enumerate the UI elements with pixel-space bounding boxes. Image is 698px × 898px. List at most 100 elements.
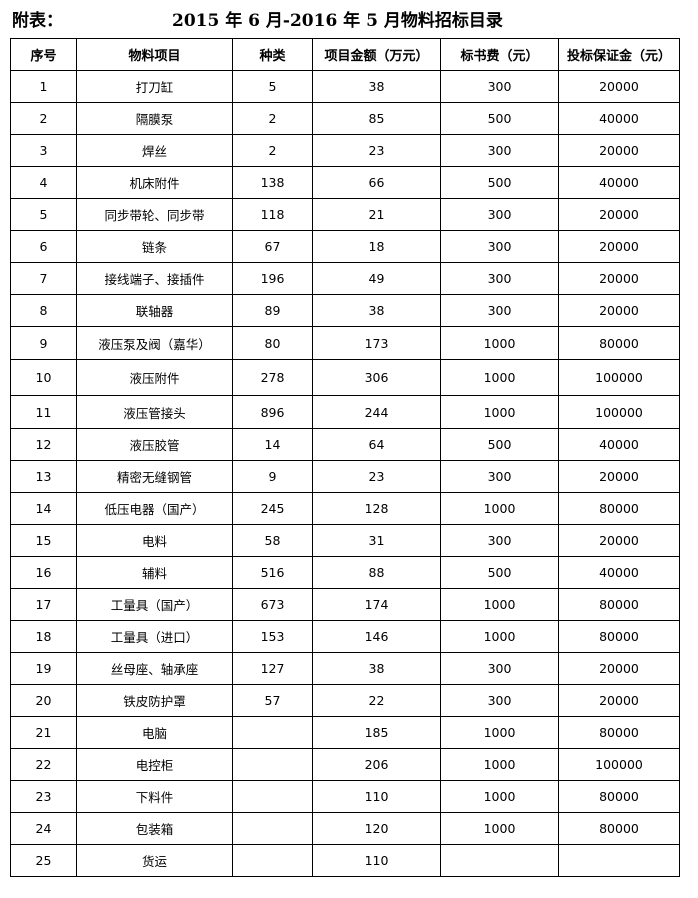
header-col-types: 种类 bbox=[232, 38, 313, 71]
cell-doc-fee: 1000 bbox=[440, 492, 559, 525]
cell-types: 89 bbox=[232, 294, 313, 327]
cell-item: 接线端子、接插件 bbox=[76, 262, 233, 295]
cell-item: 液压泵及阀（嘉华） bbox=[76, 326, 233, 360]
cell-item: 打刀缸 bbox=[76, 70, 233, 103]
cell-amount: 173 bbox=[312, 326, 441, 360]
cell-item: 丝母座、轴承座 bbox=[76, 652, 233, 685]
cell-amount: 23 bbox=[312, 134, 441, 167]
cell-doc-fee: 500 bbox=[440, 556, 559, 589]
table-row: 4 机床附件 138 66 500 40000 bbox=[10, 166, 680, 199]
cell-deposit: 20000 bbox=[558, 460, 680, 493]
table-row: 8 联轴器 89 38 300 20000 bbox=[10, 294, 680, 327]
cell-item: 隔膜泵 bbox=[76, 102, 233, 135]
table-row: 15 电料 58 31 300 20000 bbox=[10, 524, 680, 557]
cell-deposit: 100000 bbox=[558, 748, 680, 781]
cell-doc-fee bbox=[440, 844, 559, 877]
cell-index: 11 bbox=[10, 395, 77, 429]
cell-index: 18 bbox=[10, 620, 77, 653]
cell-amount: 64 bbox=[312, 428, 441, 461]
cell-amount: 22 bbox=[312, 684, 441, 717]
cell-amount: 49 bbox=[312, 262, 441, 295]
cell-index: 12 bbox=[10, 428, 77, 461]
table-row: 12 液压胶管 14 64 500 40000 bbox=[10, 428, 680, 461]
cell-index: 16 bbox=[10, 556, 77, 589]
cell-doc-fee: 300 bbox=[440, 134, 559, 167]
table-row: 16 辅料 516 88 500 40000 bbox=[10, 556, 680, 589]
cell-item: 同步带轮、同步带 bbox=[76, 198, 233, 231]
table-header-row: 序号 物料项目 种类 项目金额（万元） 标书费（元） 投标保证金（元） bbox=[10, 38, 680, 71]
cell-deposit: 40000 bbox=[558, 556, 680, 589]
cell-doc-fee: 300 bbox=[440, 652, 559, 685]
header-col-item: 物料项目 bbox=[76, 38, 233, 71]
table-row: 20 铁皮防护罩 57 22 300 20000 bbox=[10, 684, 680, 717]
cell-doc-fee: 1000 bbox=[440, 588, 559, 621]
cell-types: 9 bbox=[232, 460, 313, 493]
cell-amount: 120 bbox=[312, 812, 441, 845]
cell-amount: 110 bbox=[312, 844, 441, 877]
cell-deposit: 40000 bbox=[558, 166, 680, 199]
cell-amount: 185 bbox=[312, 716, 441, 749]
cell-item: 下料件 bbox=[76, 780, 233, 813]
cell-deposit: 40000 bbox=[558, 428, 680, 461]
cell-types: 57 bbox=[232, 684, 313, 717]
header-col-amount: 项目金额（万元） bbox=[312, 38, 441, 71]
cell-deposit: 20000 bbox=[558, 70, 680, 103]
cell-index: 3 bbox=[10, 134, 77, 167]
table-row: 18 工量具（进口） 153 146 1000 80000 bbox=[10, 620, 680, 653]
cell-deposit: 20000 bbox=[558, 198, 680, 231]
cell-types: 245 bbox=[232, 492, 313, 525]
cell-deposit: 80000 bbox=[558, 588, 680, 621]
cell-doc-fee: 300 bbox=[440, 684, 559, 717]
cell-deposit: 80000 bbox=[558, 492, 680, 525]
header-col-deposit: 投标保证金（元） bbox=[558, 38, 680, 71]
cell-index: 13 bbox=[10, 460, 77, 493]
heading-prefix: 附表： bbox=[12, 11, 63, 31]
cell-types bbox=[232, 716, 313, 749]
cell-index: 5 bbox=[10, 198, 77, 231]
cell-doc-fee: 300 bbox=[440, 524, 559, 557]
cell-deposit: 80000 bbox=[558, 326, 680, 360]
cell-item: 低压电器（国产） bbox=[76, 492, 233, 525]
cell-deposit: 80000 bbox=[558, 716, 680, 749]
cell-item: 联轴器 bbox=[76, 294, 233, 327]
table-row: 21 电脑 185 1000 80000 bbox=[10, 716, 680, 749]
cell-item: 精密无缝钢管 bbox=[76, 460, 233, 493]
table-row: 23 下料件 110 1000 80000 bbox=[10, 780, 680, 813]
cell-amount: 88 bbox=[312, 556, 441, 589]
cell-types bbox=[232, 844, 313, 877]
table-row: 5 同步带轮、同步带 118 21 300 20000 bbox=[10, 198, 680, 231]
cell-types: 118 bbox=[232, 198, 313, 231]
cell-doc-fee: 300 bbox=[440, 294, 559, 327]
table-row: 6 链条 67 18 300 20000 bbox=[10, 230, 680, 263]
cell-index: 14 bbox=[10, 492, 77, 525]
cell-item: 辅料 bbox=[76, 556, 233, 589]
cell-amount: 66 bbox=[312, 166, 441, 199]
cell-index: 9 bbox=[10, 326, 77, 360]
cell-types: 58 bbox=[232, 524, 313, 557]
cell-doc-fee: 1000 bbox=[440, 359, 559, 396]
cell-amount: 110 bbox=[312, 780, 441, 813]
cell-doc-fee: 500 bbox=[440, 166, 559, 199]
cell-amount: 128 bbox=[312, 492, 441, 525]
cell-doc-fee: 300 bbox=[440, 262, 559, 295]
cell-amount: 21 bbox=[312, 198, 441, 231]
cell-index: 25 bbox=[10, 844, 77, 877]
cell-index: 4 bbox=[10, 166, 77, 199]
cell-deposit: 20000 bbox=[558, 294, 680, 327]
header-col-index: 序号 bbox=[10, 38, 77, 71]
cell-types bbox=[232, 812, 313, 845]
cell-types: 196 bbox=[232, 262, 313, 295]
cell-item: 电料 bbox=[76, 524, 233, 557]
cell-doc-fee: 500 bbox=[440, 428, 559, 461]
cell-item: 液压附件 bbox=[76, 359, 233, 396]
cell-doc-fee: 1000 bbox=[440, 620, 559, 653]
cell-doc-fee: 1000 bbox=[440, 395, 559, 429]
cell-item: 铁皮防护罩 bbox=[76, 684, 233, 717]
table-row: 10 液压附件 278 306 1000 100000 bbox=[10, 359, 680, 396]
cell-types: 278 bbox=[232, 359, 313, 396]
cell-item: 货运 bbox=[76, 844, 233, 877]
cell-index: 6 bbox=[10, 230, 77, 263]
cell-item: 液压管接头 bbox=[76, 395, 233, 429]
cell-doc-fee: 1000 bbox=[440, 780, 559, 813]
cell-index: 17 bbox=[10, 588, 77, 621]
